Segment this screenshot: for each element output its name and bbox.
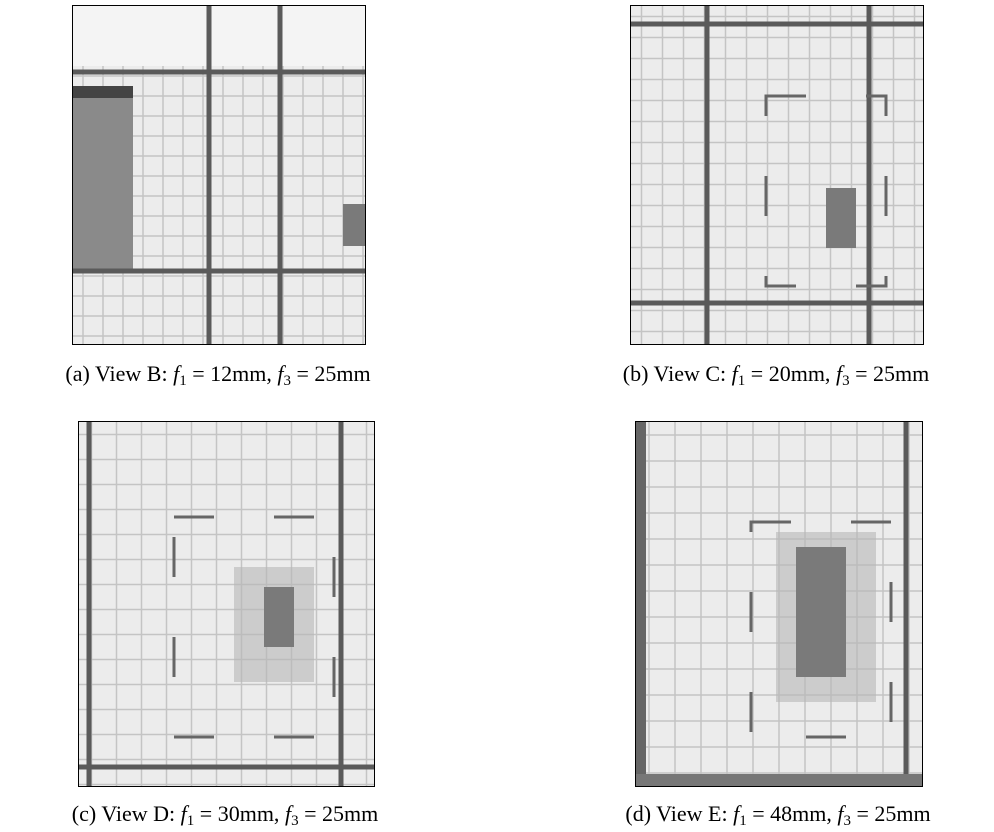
math-value: = 20mm, [745, 361, 830, 386]
target [826, 188, 856, 248]
math-sub: 3 [283, 373, 291, 389]
caption: (d) View E: f1 = 48mm, f3 = 25mm [578, 801, 978, 830]
caption: (a) View B: f1 = 12mm, f3 = 25mm [18, 361, 418, 390]
math-sub: 1 [739, 813, 747, 829]
dark-edge [636, 422, 646, 786]
caption-label: (b) [623, 361, 649, 386]
math-value: = 25mm [851, 801, 931, 826]
view-image [635, 421, 923, 787]
image-background [631, 6, 923, 344]
caption-view: View E: [656, 801, 727, 826]
target [796, 547, 846, 677]
math-value: = 12mm, [187, 361, 272, 386]
math-value: = 30mm, [194, 801, 279, 826]
caption: (c) View D: f1 = 30mm, f3 = 25mm [25, 801, 425, 830]
caption-label: (d) [625, 801, 651, 826]
target [264, 587, 294, 647]
math-sub: 3 [842, 373, 850, 389]
side-edge [73, 86, 133, 98]
view-image [78, 421, 375, 787]
shade [73, 6, 365, 66]
caption-label: (c) [72, 801, 96, 826]
math-sub: 3 [291, 813, 299, 829]
image-background [79, 422, 374, 786]
caption-view: View B: [95, 361, 168, 386]
target [343, 204, 366, 246]
math-value: = 25mm [291, 361, 371, 386]
figure: (a) View B: f1 = 12mm, f3 = 25mm (b) View… [0, 0, 994, 832]
caption: (b) View C: f1 = 20mm, f3 = 25mm [576, 361, 976, 390]
math-value: = 48mm, [747, 801, 832, 826]
caption-view: View C: [654, 361, 727, 386]
math-sub: 3 [843, 813, 851, 829]
view-image [72, 5, 366, 345]
caption-label: (a) [65, 361, 89, 386]
math-sub: 1 [179, 373, 187, 389]
side-block [73, 86, 133, 271]
caption-view: View D: [101, 801, 175, 826]
dark-edge [636, 774, 922, 786]
math-value: = 25mm [299, 801, 379, 826]
view-image [630, 5, 924, 345]
math-value: = 25mm [850, 361, 930, 386]
